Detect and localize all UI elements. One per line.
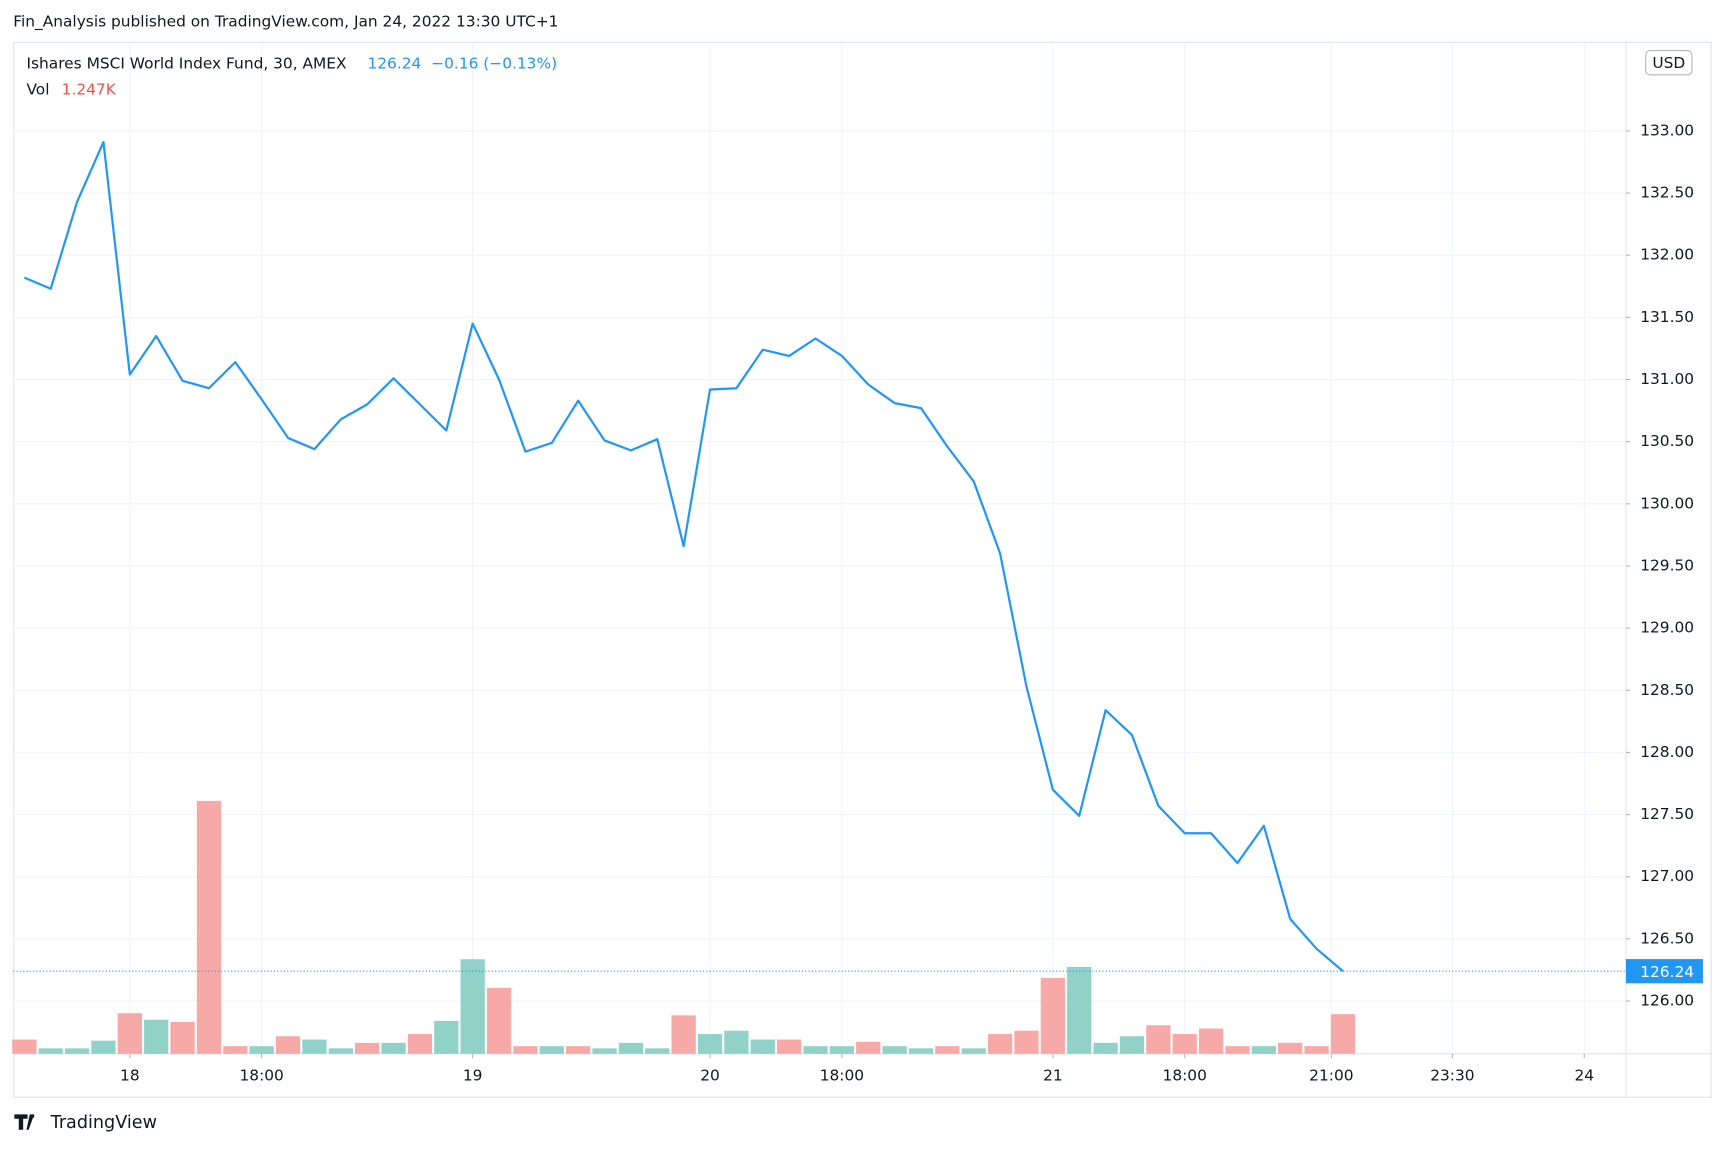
x-tick-label: 18:00 [820, 1066, 864, 1084]
volume-bar [750, 1039, 775, 1054]
volume-bar [645, 1048, 670, 1054]
volume-bar [1225, 1046, 1250, 1054]
volume-bar [144, 1019, 169, 1054]
volume-bar [223, 1046, 248, 1054]
volume-bar [170, 1021, 195, 1054]
volume-bar [302, 1039, 327, 1054]
x-tick-label: 20 [700, 1066, 720, 1084]
volume-bar [355, 1042, 380, 1054]
volume-bar [1093, 1042, 1118, 1054]
volume-bar [381, 1042, 406, 1054]
volume-bar [566, 1046, 591, 1054]
volume-bar [1146, 1025, 1171, 1054]
volume-bar [697, 1034, 723, 1054]
y-tick-label: 127.00 [1640, 867, 1694, 885]
currency[interactable]: USD [1652, 54, 1685, 72]
volume-bar [987, 1034, 1013, 1054]
volume-value: 1.247K [62, 81, 117, 99]
volume-bar [1172, 1034, 1197, 1054]
y-tick-label: 131.50 [1640, 308, 1694, 326]
plot: 126.24 [12, 141, 1703, 1054]
y-tick-label: 126.00 [1640, 992, 1694, 1010]
x-tick-label: 19 [463, 1066, 483, 1084]
x-tick-label: 18:00 [1163, 1066, 1207, 1084]
volume-bar [803, 1046, 828, 1054]
chart-frame [13, 41, 1712, 1098]
volume-bar [908, 1048, 934, 1054]
volume-bar [64, 1048, 90, 1054]
volume-bar [434, 1020, 459, 1054]
volume-bar [592, 1048, 617, 1054]
volume-bar [196, 800, 222, 1054]
y-tick-label: 128.00 [1640, 743, 1694, 761]
x-tick-label: 23:30 [1430, 1066, 1474, 1084]
currency-box[interactable] [1645, 50, 1693, 76]
y-tick-label: 129.00 [1640, 619, 1694, 637]
y-tick-label: 132.00 [1640, 246, 1694, 264]
volume-bar [539, 1046, 564, 1054]
volume-name: Vol [26, 81, 49, 99]
volume-bar [671, 1015, 696, 1054]
volume-bar [856, 1041, 881, 1054]
volume-bar [618, 1042, 644, 1054]
brand: TradingView [50, 1113, 157, 1133]
volume-bar [1040, 977, 1065, 1054]
grid: 126.00 126.50 127.00 127.50 128.00 128.50 129.… [13, 41, 1694, 1084]
volume-bar [1304, 1046, 1329, 1054]
volume-bar [117, 1013, 142, 1054]
y-tick-label: 128.50 [1640, 681, 1694, 699]
volume-bar [777, 1039, 802, 1054]
last-price: 126.24 [367, 54, 421, 72]
brand-logo [14, 1114, 35, 1130]
volume-bar [38, 1048, 63, 1054]
volume-bar [328, 1048, 353, 1054]
volume-bar [882, 1046, 907, 1054]
volume-bar [724, 1030, 749, 1054]
volume-bar [1014, 1030, 1039, 1054]
volume-bar [249, 1046, 274, 1054]
volume-bar [407, 1034, 433, 1054]
x-tick-label: 24 [1574, 1066, 1594, 1084]
y-tick-label: 127.50 [1640, 805, 1694, 823]
x-tick-label: 21:00 [1309, 1066, 1353, 1084]
y-tick-label: 130.50 [1640, 432, 1694, 450]
volume-bar [1067, 966, 1092, 1054]
volume-bar [275, 1036, 301, 1054]
volume-bar [1198, 1028, 1224, 1054]
y-tick-label: 132.50 [1640, 184, 1694, 202]
volume-bar [1119, 1036, 1145, 1054]
y-tick-label: 133.00 [1640, 121, 1694, 139]
price-change: −0.16 (−0.13%) [431, 54, 557, 72]
y-tick-label: 131.00 [1640, 370, 1694, 388]
x-tick-label: 21 [1043, 1066, 1063, 1084]
price-line [23, 141, 1344, 973]
last-price-tag-label: 126.24 [1640, 963, 1694, 981]
volume-bar [1251, 1046, 1276, 1054]
x-tick-label: 18 [120, 1066, 140, 1084]
volume-bar [513, 1046, 538, 1054]
volume-bar [935, 1046, 960, 1054]
last-price-tag [1625, 959, 1703, 984]
volume-bar [1330, 1014, 1356, 1054]
volume-bar [829, 1046, 855, 1054]
y-tick-label: 126.50 [1640, 929, 1694, 947]
volume-bar [1278, 1042, 1303, 1054]
x-tick-label: 18:00 [240, 1066, 284, 1084]
symbol: Ishares MSCI World Index Fund, 30, AMEX [26, 54, 347, 72]
y-tick-label: 130.00 [1640, 494, 1694, 512]
volume-bar [91, 1040, 116, 1054]
volume-bar [460, 959, 485, 1054]
publish-note: Fin_Analysis published on TradingView.co… [13, 13, 558, 32]
y-tick-label: 129.50 [1640, 556, 1694, 574]
volume-bar [486, 987, 512, 1054]
volume-bar [12, 1039, 37, 1054]
volume-bar [961, 1048, 986, 1054]
